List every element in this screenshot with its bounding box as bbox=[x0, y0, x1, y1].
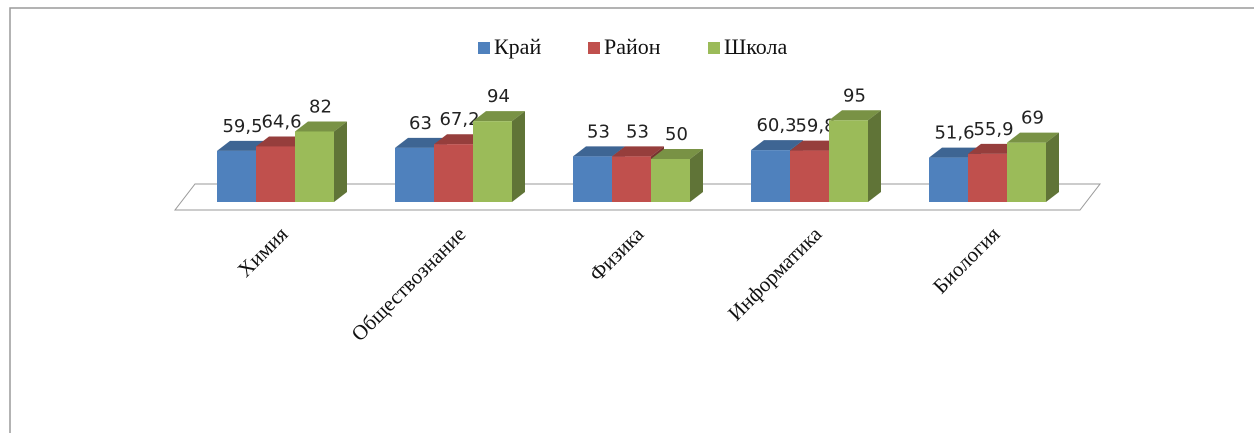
chart-frame bbox=[9, 7, 1254, 433]
value-label: 60,3 bbox=[756, 115, 796, 136]
bar bbox=[395, 147, 434, 202]
value-label: 53 bbox=[626, 121, 649, 142]
bar bbox=[434, 144, 473, 202]
bar-side bbox=[512, 111, 525, 202]
value-label: 59,8 bbox=[795, 116, 835, 137]
bar-top bbox=[651, 149, 703, 159]
bar bbox=[1007, 142, 1046, 202]
bar-top bbox=[573, 146, 625, 157]
bar bbox=[751, 150, 790, 202]
bar bbox=[790, 150, 829, 202]
bar-top bbox=[751, 140, 803, 151]
legend-swatch bbox=[588, 42, 600, 54]
bar bbox=[295, 131, 334, 202]
value-label: 94 bbox=[487, 86, 510, 107]
legend-label: Район bbox=[604, 34, 661, 59]
bar-side bbox=[690, 149, 703, 202]
legend-label: Край bbox=[494, 34, 541, 59]
value-label: 64,6 bbox=[261, 111, 301, 132]
bar bbox=[473, 121, 512, 202]
bar-top bbox=[1007, 132, 1059, 143]
value-label: 51,6 bbox=[934, 123, 974, 144]
value-label: 55,9 bbox=[973, 119, 1013, 140]
bar bbox=[829, 120, 868, 202]
bar bbox=[651, 159, 690, 202]
bar-side bbox=[1046, 132, 1059, 202]
value-label: 50 bbox=[665, 124, 688, 145]
bar bbox=[573, 156, 612, 202]
bar-side bbox=[334, 121, 347, 202]
bar-top bbox=[612, 146, 664, 157]
value-label: 53 bbox=[587, 121, 610, 142]
bar-top bbox=[829, 110, 881, 121]
bar bbox=[968, 153, 1007, 202]
bar-side bbox=[868, 110, 881, 202]
value-label: 67,2 bbox=[439, 109, 479, 130]
bar bbox=[929, 157, 968, 202]
legend-swatch bbox=[708, 42, 720, 54]
bar bbox=[256, 146, 295, 202]
value-label: 59,5 bbox=[222, 116, 262, 137]
value-label: 95 bbox=[843, 85, 866, 106]
bar-top bbox=[473, 111, 525, 122]
bar-top bbox=[295, 121, 347, 132]
value-label: 63 bbox=[409, 113, 432, 134]
legend-swatch bbox=[478, 42, 490, 54]
legend-label: Школа bbox=[724, 34, 787, 59]
bar bbox=[217, 150, 256, 202]
value-label: 69 bbox=[1021, 108, 1044, 129]
value-label: 82 bbox=[309, 96, 332, 117]
bar bbox=[612, 156, 651, 202]
